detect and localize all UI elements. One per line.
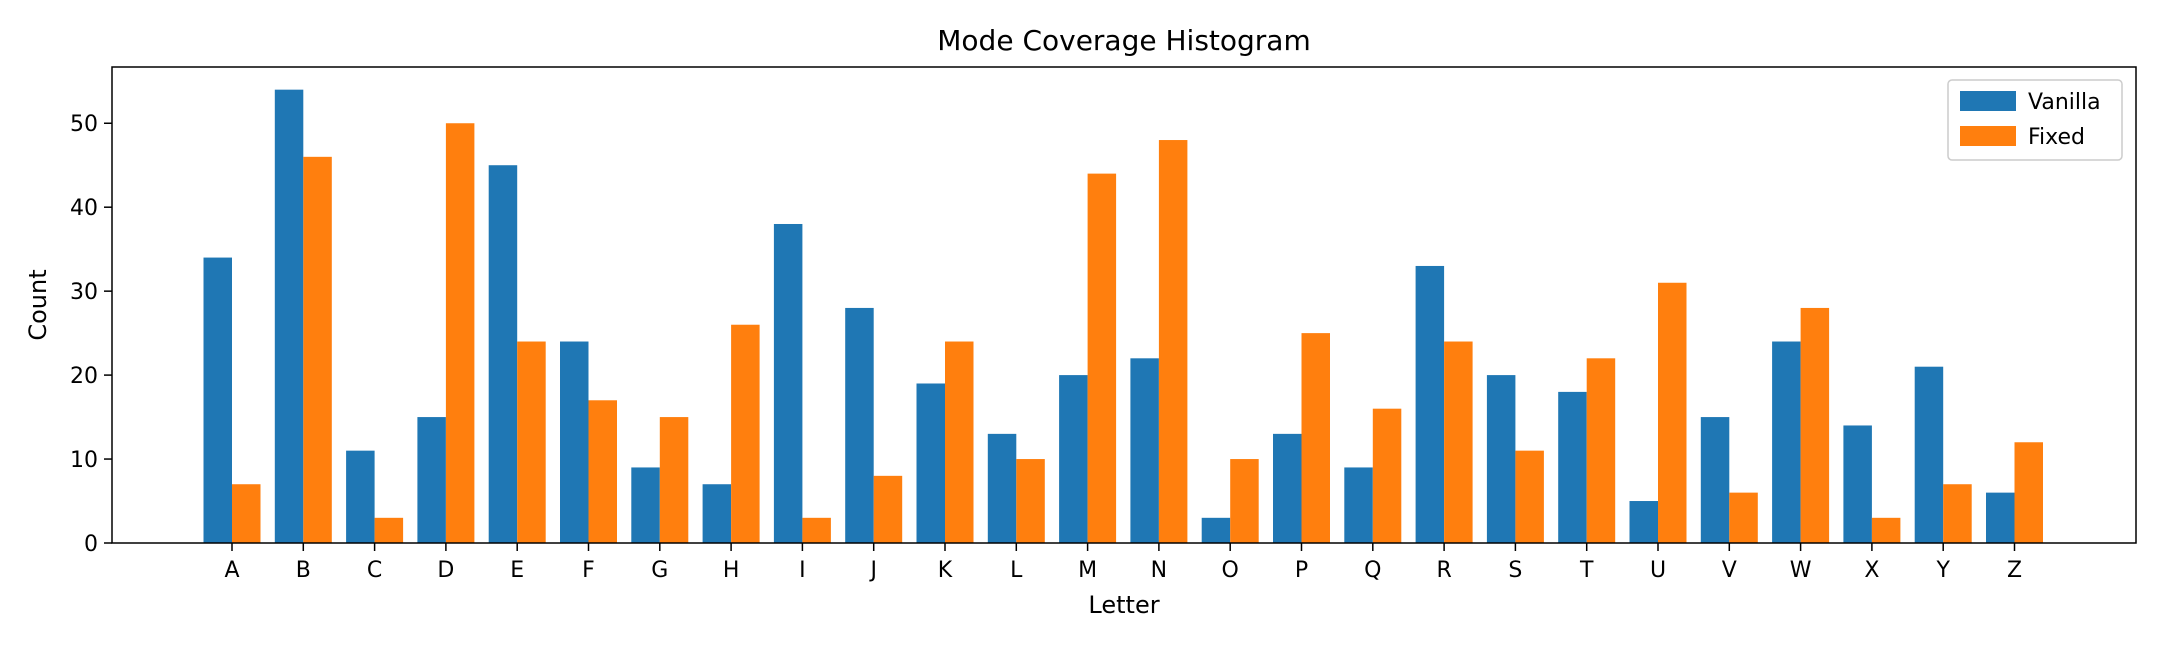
legend-label-fixed: Fixed (2028, 125, 2085, 150)
bar-vanilla-Z (1986, 492, 2015, 543)
legend-swatch-fixed (1960, 126, 2016, 146)
bar-vanilla-G (631, 467, 660, 543)
bar-vanilla-K (916, 383, 945, 543)
bar-fixed-X (1871, 517, 1901, 543)
bar-fixed-B (303, 156, 332, 544)
x-tick-label: R (1436, 558, 1451, 583)
bar-fixed-C (374, 517, 404, 543)
bar-vanilla-U (1629, 501, 1658, 543)
x-axis-label: Letter (1088, 591, 1159, 619)
bar-fixed-J (873, 475, 903, 543)
bar-vanilla-W (1772, 341, 1801, 543)
bar-vanilla-M (1059, 375, 1088, 543)
bar-vanilla-Q (1344, 467, 1373, 543)
x-tick-label: B (296, 558, 311, 583)
x-tick-label: T (1579, 558, 1594, 583)
x-tick-label: V (1722, 558, 1737, 583)
bar-vanilla-O (1201, 517, 1231, 543)
y-tick-label: 30 (70, 280, 98, 305)
x-tick-label: G (651, 558, 668, 583)
x-tick-label: Z (2007, 558, 2022, 583)
bar-vanilla-C (346, 450, 375, 543)
bar-fixed-N (1158, 140, 1188, 543)
bar-fixed-D (445, 123, 475, 543)
x-tick-label: F (582, 558, 595, 583)
x-tick-label: W (1790, 558, 1812, 583)
y-tick-label: 20 (70, 364, 98, 389)
x-tick-label: N (1151, 558, 1167, 583)
bar-vanilla-J (845, 307, 874, 543)
bar-vanilla-T (1558, 391, 1587, 543)
y-tick-label: 50 (70, 112, 98, 137)
bar-vanilla-X (1843, 425, 1872, 543)
plot-frame (111, 66, 2137, 544)
bar-vanilla-I (773, 223, 803, 543)
bar-vanilla-A (203, 257, 232, 543)
legend-swatch-vanilla (1960, 91, 2016, 111)
bar-vanilla-V (1700, 417, 1730, 543)
x-tick-label: C (367, 558, 382, 583)
x-tick-label: S (1508, 558, 1522, 583)
legend: Vanilla Fixed (1947, 79, 2123, 161)
bar-fixed-F (588, 400, 617, 543)
bar-fixed-Z (2014, 442, 2043, 543)
bar-fixed-W (1800, 307, 1830, 543)
bar-vanilla-H (702, 484, 732, 543)
bar-vanilla-B (274, 89, 304, 544)
legend-label-vanilla: Vanilla (2028, 90, 2101, 115)
x-tick-label: D (437, 558, 454, 583)
y-axis-ticks: 0 10 20 30 40 50 (70, 112, 112, 557)
bar-fixed-Q (1372, 408, 1402, 543)
x-tick-label: P (1295, 558, 1308, 583)
y-axis-label: Count (24, 269, 52, 340)
bar-fixed-I (802, 517, 831, 543)
chart-title: Mode Coverage Histogram (937, 24, 1311, 57)
bar-fixed-U (1658, 282, 1687, 543)
x-tick-label: X (1864, 558, 1879, 583)
y-tick-label: 0 (84, 532, 98, 557)
bar-fixed-V (1729, 492, 1758, 543)
x-axis-ticks: A B C D E F G H I J K L M N O P Q R S T U V W X Y Z (224, 543, 2022, 583)
bar-vanilla-D (417, 417, 446, 543)
bar-fixed-K (945, 341, 974, 543)
bar-fixed-G (659, 417, 689, 543)
bar-vanilla-F (560, 341, 589, 543)
x-tick-label: I (799, 558, 806, 583)
x-tick-label: M (1078, 558, 1097, 583)
bar-fixed-E (517, 341, 546, 543)
x-tick-label: U (1650, 558, 1666, 583)
bar-vanilla-Y (1914, 366, 1944, 543)
bar-vanilla-S (1486, 375, 1516, 543)
x-tick-label: E (510, 558, 524, 583)
x-tick-label: L (1010, 558, 1023, 583)
bar-fixed-A (232, 484, 261, 543)
bar-fixed-Y (1943, 484, 1972, 543)
bars-group (203, 89, 2043, 544)
bar-fixed-P (1301, 333, 1330, 543)
bar-vanilla-N (1130, 358, 1159, 543)
bar-fixed-R (1444, 341, 1473, 543)
x-tick-label: K (938, 558, 953, 583)
bar-fixed-M (1087, 173, 1117, 543)
x-tick-label: H (723, 558, 740, 583)
bar-vanilla-P (1273, 433, 1302, 543)
x-tick-label: A (224, 558, 239, 583)
x-tick-label: Q (1364, 558, 1381, 583)
bar-vanilla-L (987, 433, 1017, 543)
x-tick-label: O (1222, 558, 1239, 583)
y-tick-label: 40 (70, 196, 98, 221)
y-tick-label: 10 (70, 448, 98, 473)
bar-fixed-O (1230, 459, 1259, 543)
bar-fixed-S (1515, 450, 1544, 543)
bar-fixed-H (731, 324, 760, 543)
bar-vanilla-R (1415, 265, 1445, 543)
bar-fixed-T (1586, 358, 1616, 543)
bar-fixed-L (1016, 459, 1045, 543)
x-tick-label: J (868, 558, 877, 583)
bar-vanilla-E (488, 165, 518, 543)
x-tick-label: Y (1935, 558, 1950, 583)
